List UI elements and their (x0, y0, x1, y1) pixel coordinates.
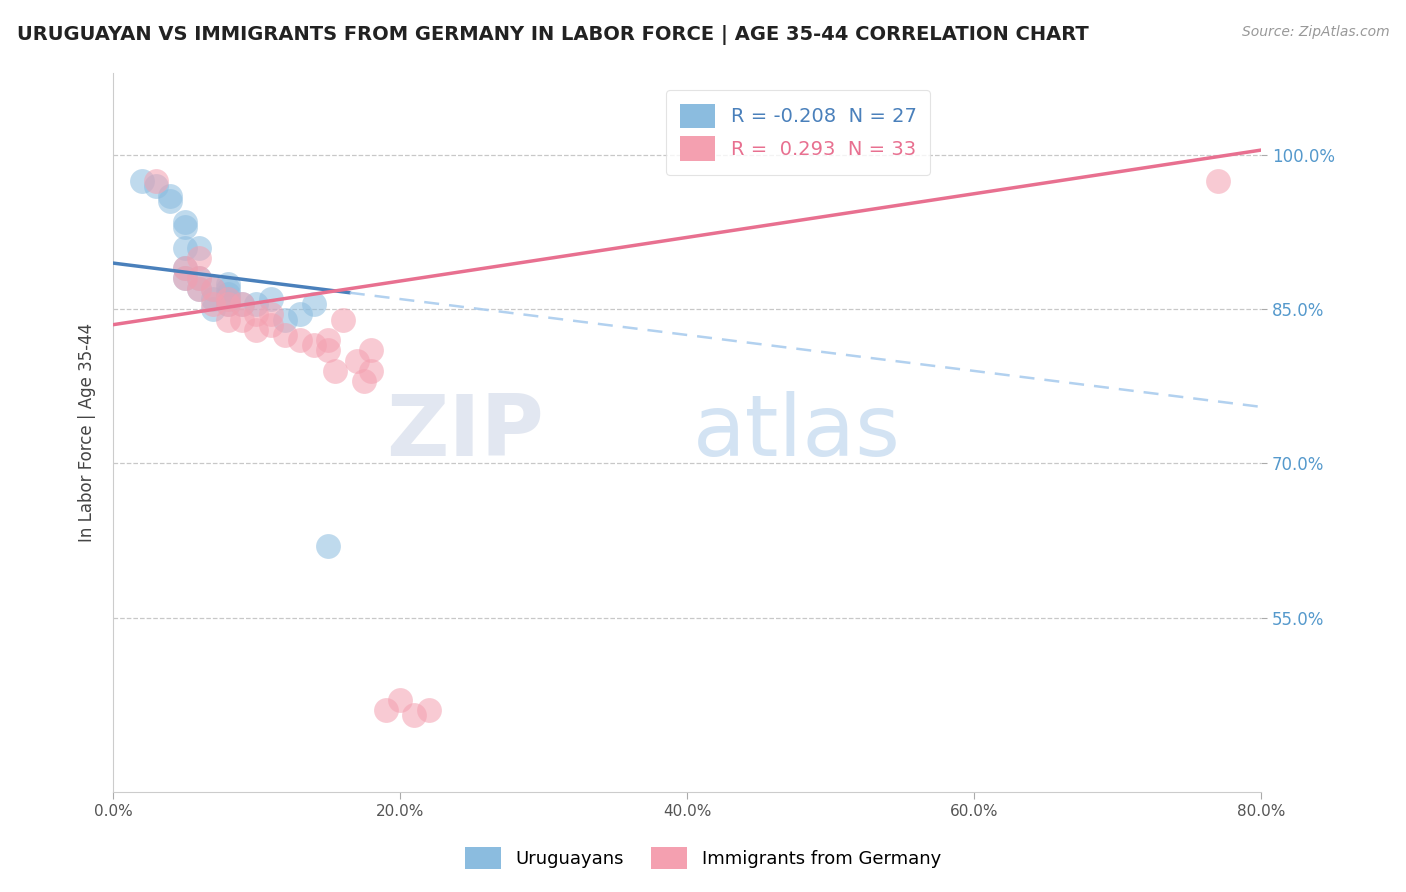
Point (231, 297, 253, 311)
Point (274, 312, 297, 326)
Y-axis label: In Labor Force | Age 35-44: In Labor Force | Age 35-44 (79, 323, 96, 542)
Text: ZIP: ZIP (385, 391, 544, 474)
Point (217, 282, 239, 296)
Point (173, 271, 195, 285)
Point (302, 297, 325, 311)
Point (374, 703, 396, 717)
Point (202, 302, 225, 317)
Point (231, 297, 253, 311)
Point (188, 282, 211, 296)
Point (302, 338, 325, 352)
Point (159, 189, 181, 203)
Point (325, 364, 347, 378)
Point (389, 692, 412, 706)
Point (159, 194, 181, 209)
Point (332, 312, 354, 326)
Legend: R = -0.208  N = 27, R =  0.293  N = 33: R = -0.208 N = 27, R = 0.293 N = 33 (666, 90, 929, 175)
Point (131, 174, 153, 188)
Point (202, 282, 225, 296)
Point (346, 353, 368, 368)
Point (173, 271, 195, 285)
Point (288, 333, 311, 347)
Point (404, 708, 426, 723)
Point (188, 251, 211, 265)
Point (217, 297, 239, 311)
Point (260, 318, 283, 332)
Point (316, 539, 339, 553)
Point (145, 179, 167, 194)
Point (173, 220, 195, 235)
Point (288, 308, 311, 322)
Point (173, 241, 195, 255)
Point (217, 297, 239, 311)
Text: URUGUAYAN VS IMMIGRANTS FROM GERMANY IN LABOR FORCE | AGE 35-44 CORRELATION CHAR: URUGUAYAN VS IMMIGRANTS FROM GERMANY IN … (17, 25, 1088, 45)
Point (231, 312, 253, 326)
Point (217, 292, 239, 306)
Point (245, 297, 267, 311)
Text: Source: ZipAtlas.com: Source: ZipAtlas.com (1241, 25, 1389, 39)
Point (173, 261, 195, 276)
Point (418, 703, 440, 717)
Point (353, 374, 375, 388)
Point (188, 282, 211, 296)
Point (173, 261, 195, 276)
Point (245, 308, 267, 322)
Point (316, 333, 339, 347)
Point (217, 286, 239, 301)
Point (202, 297, 225, 311)
Point (188, 271, 211, 285)
Text: atlas: atlas (693, 391, 901, 474)
Point (173, 215, 195, 229)
Point (1206, 174, 1229, 188)
Point (188, 241, 211, 255)
Point (260, 308, 283, 322)
Point (316, 343, 339, 358)
Point (360, 364, 382, 378)
Legend: Uruguayans, Immigrants from Germany: Uruguayans, Immigrants from Germany (456, 838, 950, 879)
Point (217, 277, 239, 291)
Point (217, 292, 239, 306)
Point (360, 343, 382, 358)
Point (245, 323, 267, 337)
Point (202, 282, 225, 296)
Point (188, 271, 211, 285)
Point (145, 174, 167, 188)
Point (260, 292, 283, 306)
Point (274, 328, 297, 343)
Point (217, 312, 239, 326)
Point (202, 292, 225, 306)
